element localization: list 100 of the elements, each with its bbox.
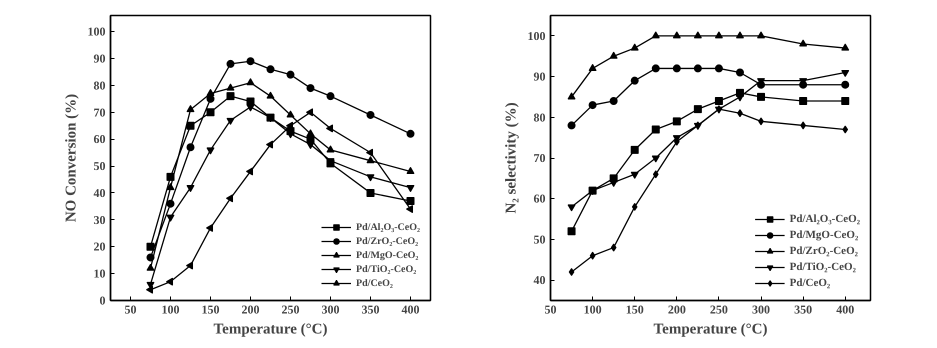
- point: [146, 264, 154, 271]
- x-tick-label: 50: [544, 302, 556, 316]
- point: [186, 105, 194, 112]
- legend-label: Pd/ZrO₂-CeO₂: [790, 245, 858, 257]
- point: [206, 108, 214, 116]
- y-tick-label: 100: [528, 28, 546, 43]
- point: [186, 143, 194, 152]
- point: [714, 31, 723, 38]
- point: [652, 155, 660, 163]
- point: [610, 97, 618, 105]
- x-axis-title: Temperature (°C): [214, 322, 328, 338]
- x-tick-label: 350: [362, 302, 380, 316]
- point: [694, 64, 702, 72]
- point: [568, 204, 576, 212]
- point: [406, 205, 414, 214]
- y-axis-title: N₂ selectivity (%): [504, 102, 520, 214]
- y-tick-label: 20: [94, 240, 106, 254]
- point: [366, 188, 374, 197]
- point: [306, 129, 314, 136]
- point: [266, 65, 274, 74]
- x-tick-label: 350: [794, 302, 812, 316]
- point: [714, 97, 723, 105]
- point: [406, 130, 414, 138]
- point: [326, 124, 334, 132]
- y-tick-label: 90: [94, 52, 106, 66]
- y-tick-label: 0: [100, 294, 106, 308]
- point: [266, 92, 274, 99]
- point: [166, 214, 174, 222]
- point: [166, 183, 174, 190]
- point: [366, 148, 374, 157]
- point: [841, 97, 850, 105]
- point: [630, 172, 639, 179]
- x-tick-label: 200: [242, 302, 260, 316]
- y-tick-label: 80: [534, 110, 546, 124]
- x-tick-label: 300: [322, 302, 340, 316]
- point: [737, 109, 743, 118]
- point: [406, 185, 414, 192]
- point: [166, 200, 174, 208]
- point: [757, 92, 766, 101]
- point: [226, 60, 234, 68]
- point: [166, 278, 174, 286]
- legend-label: Pd/TiO₂-CeO₂: [790, 261, 856, 273]
- legend-label: Pd/MgO-CeO₂: [356, 250, 418, 260]
- y-tick-label: 90: [534, 70, 546, 84]
- x-tick-label: 150: [626, 302, 644, 316]
- x-tick-label: 400: [836, 302, 854, 316]
- point: [568, 121, 576, 130]
- point: [652, 170, 659, 178]
- point: [694, 105, 702, 114]
- y-tick-label: 40: [94, 186, 106, 200]
- point: [841, 44, 850, 51]
- y-axis-title: NO Conversion (%): [64, 94, 80, 222]
- point: [758, 117, 764, 126]
- point: [246, 104, 254, 112]
- x-tick-label: 250: [282, 302, 300, 316]
- point: [841, 70, 850, 78]
- point: [226, 194, 234, 202]
- y-tick-label: 40: [534, 273, 546, 288]
- point: [366, 110, 374, 119]
- point: [206, 224, 214, 232]
- point: [326, 145, 334, 152]
- point: [326, 92, 334, 100]
- legend-label: Pd/Al₂O₃-CeO₂: [356, 222, 420, 232]
- x-tick-label: 200: [668, 302, 686, 316]
- point: [306, 142, 314, 150]
- x-tick-label: 100: [162, 302, 180, 316]
- point: [652, 126, 660, 134]
- point: [568, 92, 576, 100]
- legend-label: Pd/ZrO₂-CeO₂: [356, 236, 418, 246]
- point: [406, 197, 414, 206]
- point: [206, 88, 214, 96]
- x-tick-label: 150: [202, 302, 220, 316]
- point: [800, 121, 806, 130]
- point: [366, 156, 374, 164]
- legend-label: Pd/Al₂O₃-CeO₂: [790, 213, 860, 225]
- point: [714, 64, 723, 72]
- point: [630, 76, 639, 85]
- point: [632, 202, 638, 211]
- point: [226, 118, 234, 125]
- y-tick-label: 60: [94, 132, 106, 146]
- point: [266, 140, 274, 149]
- point: [568, 227, 576, 236]
- point: [842, 126, 848, 134]
- point: [146, 242, 154, 251]
- y-tick-label: 10: [94, 266, 106, 281]
- point: [246, 57, 254, 66]
- x-tick-label: 300: [752, 302, 770, 316]
- point: [226, 92, 234, 100]
- point: [672, 117, 681, 126]
- point: [226, 84, 234, 91]
- point: [736, 31, 744, 38]
- point: [672, 64, 681, 72]
- point: [652, 64, 660, 72]
- point: [286, 70, 294, 79]
- point: [610, 244, 616, 252]
- x-tick-label: 250: [710, 302, 728, 316]
- y-tick-label: 70: [94, 105, 106, 120]
- point: [186, 122, 194, 130]
- point: [306, 108, 314, 116]
- y-tick-label: 70: [534, 151, 546, 165]
